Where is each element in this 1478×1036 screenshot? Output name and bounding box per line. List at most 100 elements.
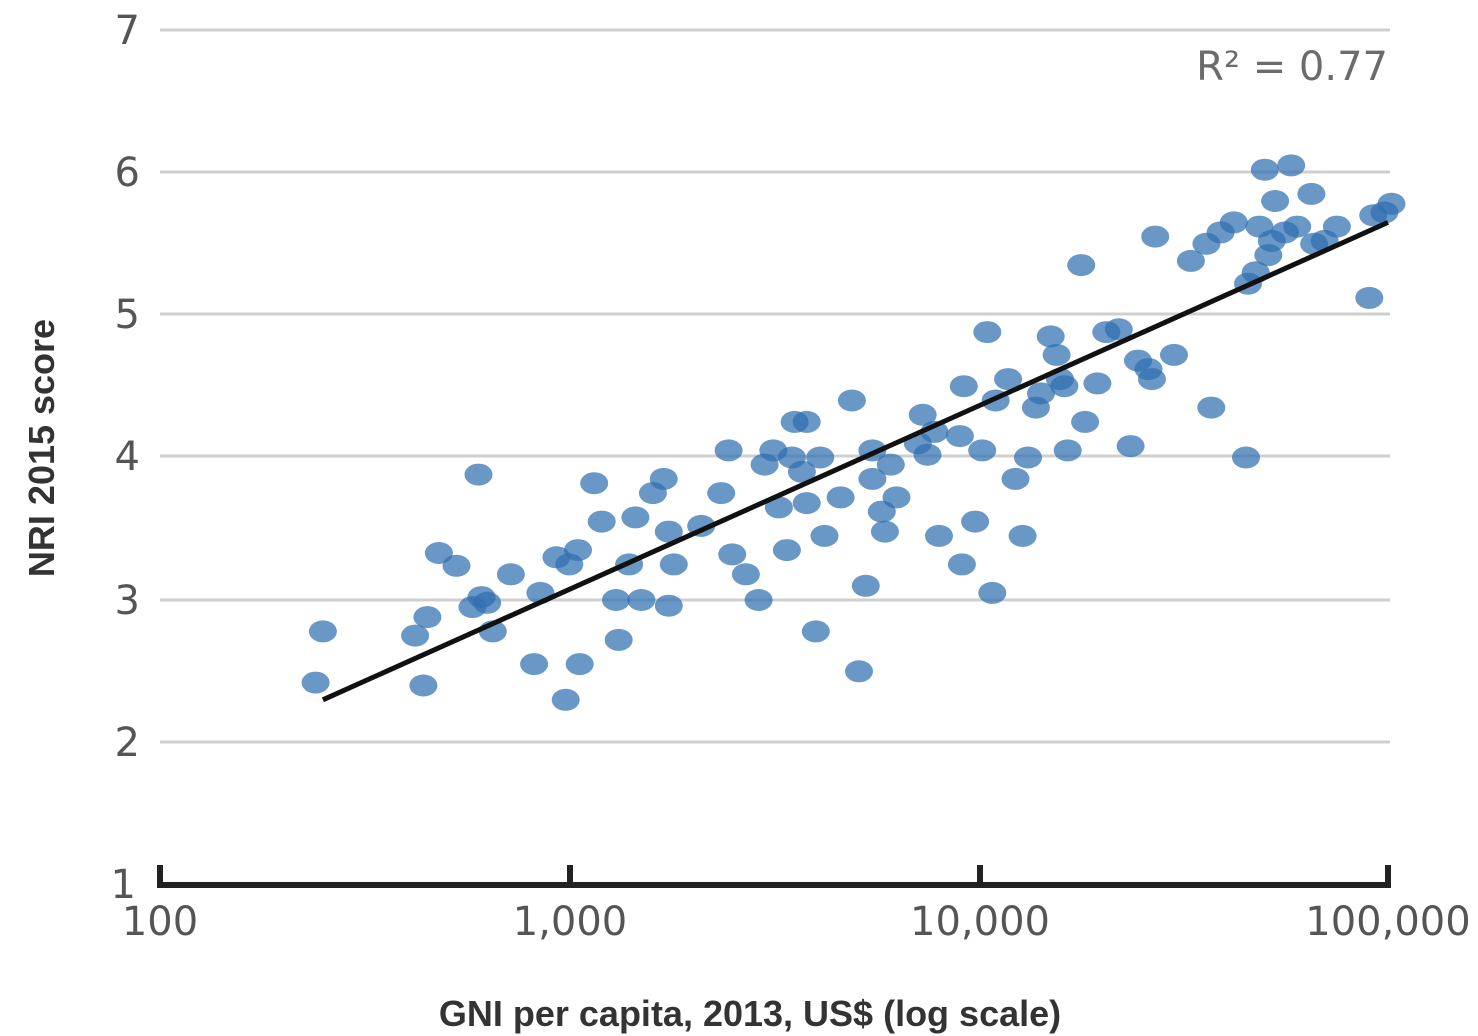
scatter-point (409, 674, 438, 697)
x-tick-label: 10,000 (910, 899, 1050, 945)
scatter-point (1014, 446, 1042, 469)
scatter-point (810, 524, 839, 547)
scatter-point (978, 581, 1007, 604)
scatter-point (876, 453, 905, 476)
scatter-point (945, 425, 974, 448)
gridlines (160, 28, 1390, 744)
y-tick-label: 4 (115, 434, 140, 480)
scatter-point (520, 653, 549, 676)
x-tick-label: 1,000 (513, 899, 628, 945)
scatter-point (1377, 192, 1406, 215)
scatter-point (1067, 254, 1096, 277)
scatter-point (496, 563, 525, 586)
scatter-point (1277, 154, 1306, 177)
scatter-point (659, 553, 688, 576)
scatter-point (621, 506, 650, 529)
y-tick-label: 3 (115, 578, 140, 624)
scatter-point (604, 628, 633, 651)
scatter-point (806, 446, 835, 469)
scatter-point (565, 653, 594, 676)
scatter-point (654, 520, 683, 543)
scatter-point (870, 520, 899, 543)
scatter-point (1250, 158, 1279, 181)
y-tick-label: 5 (115, 292, 140, 338)
scatter-point (858, 467, 887, 490)
scatter-point (1050, 375, 1079, 398)
scatter-point (908, 403, 937, 426)
scatter-point (837, 389, 866, 412)
scatter-point (1141, 225, 1170, 248)
scatter-point (1219, 211, 1248, 234)
scatter-point (1176, 249, 1205, 272)
scatter-point (424, 542, 453, 564)
scatter-point (714, 439, 743, 462)
x-axis: 100 1,000 10,000 100,000 (122, 865, 1471, 945)
y-axis-ticks: 7 6 5 4 3 2 1 (111, 8, 140, 908)
scatter-point (764, 496, 793, 519)
scatter-point (1036, 325, 1065, 348)
scatter-point (787, 460, 816, 483)
x-axis-title: GNI per capita, 2013, US$ (log scale) (439, 993, 1061, 1034)
scatter-point (301, 671, 330, 694)
scatter-point (1232, 446, 1260, 469)
scatter-point (718, 543, 747, 566)
scatter-point (564, 539, 592, 562)
scatter-point (1071, 410, 1100, 433)
scatter-point (792, 410, 821, 433)
scatter-point (826, 486, 855, 509)
y-tick-label: 6 (115, 150, 140, 196)
scatter-point (473, 591, 502, 614)
x-tick-label: 100,000 (1305, 899, 1470, 945)
y-tick-label: 7 (115, 8, 140, 54)
x-tick-label: 100 (122, 899, 198, 945)
scatter-point (731, 563, 760, 586)
scatter-point (994, 368, 1023, 391)
scatter-point (1116, 435, 1145, 458)
scatter-point (551, 688, 580, 711)
scatter-point (587, 510, 616, 533)
scatter-point (1027, 382, 1055, 405)
scatter-point (1001, 467, 1030, 490)
data-points (301, 154, 1406, 711)
scatter-point (1008, 524, 1037, 547)
r-squared-annotation: R² = 0.77 (1196, 44, 1388, 90)
scatter-point (744, 589, 773, 611)
scatter-point (413, 606, 442, 629)
y-tick-label: 1 (111, 862, 136, 908)
scatter-point (949, 375, 978, 398)
scatter-point (654, 594, 683, 617)
scatter-point (627, 589, 656, 611)
scatter-point (1283, 215, 1312, 238)
scatter-point (580, 472, 609, 495)
scatter-point (772, 539, 801, 562)
scatter-point (442, 554, 471, 577)
scatter-point (602, 589, 630, 611)
scatter-point (1042, 343, 1071, 366)
scatter-point (845, 660, 873, 683)
scatter-point (1261, 190, 1290, 212)
scatter-point (1322, 215, 1351, 238)
scatter-point (1104, 318, 1133, 341)
scatter-point (649, 467, 678, 490)
scatter-point (1297, 182, 1326, 205)
scatter-point (401, 624, 430, 647)
scatter-point (1137, 368, 1166, 391)
scatter-point (801, 620, 830, 643)
scatter-point (947, 553, 976, 576)
y-axis-title: NRI 2015 score (21, 319, 62, 577)
scatter-point (308, 620, 337, 643)
scatter-point (961, 510, 990, 533)
scatter-point (707, 482, 736, 505)
scatter-point (851, 574, 880, 597)
scatter-point (1160, 343, 1188, 366)
scatter-point (1083, 372, 1112, 395)
scatter-point (1053, 439, 1082, 462)
scatter-point (968, 439, 997, 462)
trendline (321, 220, 1390, 703)
scatter-point (464, 463, 493, 486)
y-tick-label: 2 (115, 720, 140, 766)
scatter-point (973, 321, 1002, 344)
scatter-point (792, 492, 821, 515)
scatter-point (925, 524, 953, 547)
